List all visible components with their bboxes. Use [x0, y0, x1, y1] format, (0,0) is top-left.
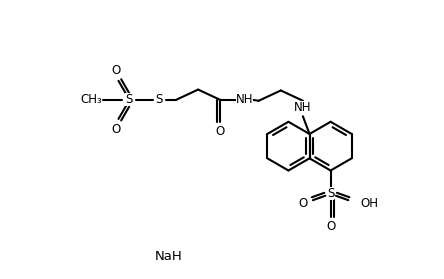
Text: S: S: [327, 187, 334, 200]
Text: O: O: [111, 123, 120, 136]
Text: CH₃: CH₃: [80, 93, 102, 106]
Text: NH: NH: [294, 101, 312, 114]
Text: S: S: [125, 93, 133, 106]
Text: O: O: [216, 125, 225, 138]
Text: O: O: [298, 197, 308, 210]
Text: NaH: NaH: [155, 250, 183, 263]
Text: OH: OH: [361, 197, 379, 210]
Text: O: O: [111, 64, 120, 77]
Text: S: S: [155, 93, 163, 106]
Text: NH: NH: [236, 93, 254, 106]
Text: O: O: [326, 220, 335, 233]
